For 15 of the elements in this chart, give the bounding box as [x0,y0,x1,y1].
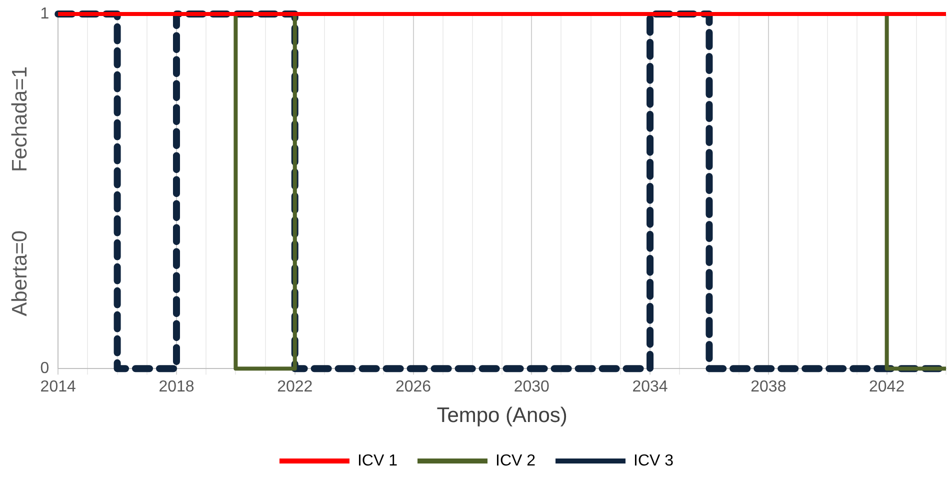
y-tick-label: 0 [40,360,50,378]
x-tick-label: 2038 [750,378,786,396]
y-axis-title: Aberta=0 Fechada=1 [8,66,32,316]
x-tick-label: 2042 [869,378,905,396]
legend-label: ICV 1 [357,452,398,470]
x-tick-label: 2030 [514,378,550,396]
x-tick-label: 2014 [40,378,76,396]
x-tick-label: 2018 [158,378,194,396]
x-tick-label: 2034 [632,378,668,396]
x-tick-label: 2022 [277,378,313,396]
legend-label: ICV 3 [634,452,674,470]
x-tick-label: 2026 [395,378,432,396]
x-axis-title: Tempo (Anos) [436,404,568,428]
legend-label: ICV 2 [495,452,536,470]
y-tick-label: 1 [40,5,50,22]
